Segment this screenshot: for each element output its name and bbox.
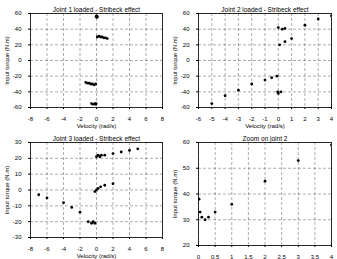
svg-text:-20: -20 — [13, 73, 22, 79]
svg-text:-5: -5 — [209, 116, 215, 122]
svg-text:0: 0 — [95, 246, 99, 252]
svg-text:6: 6 — [144, 116, 148, 122]
svg-text:-6: -6 — [44, 116, 50, 122]
svg-text:-4: -4 — [61, 246, 67, 252]
svg-text:-4: -4 — [222, 116, 228, 122]
svg-text:-10: -10 — [13, 203, 22, 209]
svg-text:Joint 2 loaded - Stribeck effe: Joint 2 loaded - Stribeck effect — [221, 6, 309, 13]
svg-text:60: 60 — [183, 10, 190, 16]
svg-text:60: 60 — [15, 10, 22, 16]
svg-text:8: 8 — [161, 116, 165, 122]
svg-text:-20: -20 — [13, 219, 22, 225]
svg-text:Zoom on joint 2: Zoom on joint 2 — [243, 135, 288, 143]
svg-text:3: 3 — [297, 254, 301, 259]
svg-text:50: 50 — [183, 165, 190, 171]
svg-text:-1: -1 — [262, 116, 268, 122]
svg-text:40: 40 — [183, 26, 190, 32]
svg-text:8: 8 — [161, 246, 165, 252]
svg-text:-40: -40 — [181, 89, 190, 95]
svg-text:-2: -2 — [77, 116, 83, 122]
svg-text:0.5: 0.5 — [211, 254, 220, 259]
svg-text:20: 20 — [183, 42, 190, 48]
svg-text:40: 40 — [15, 26, 22, 32]
svg-text:1: 1 — [290, 116, 294, 122]
svg-text:2.5: 2.5 — [277, 254, 286, 259]
svg-text:60: 60 — [183, 139, 190, 145]
svg-text:20: 20 — [183, 242, 190, 248]
svg-text:Input torque (N.m): Input torque (N.m) — [172, 170, 178, 219]
svg-text:0: 0 — [197, 254, 201, 259]
svg-text:Input torque (N.m): Input torque (N.m) — [4, 166, 10, 215]
svg-text:-3: -3 — [236, 116, 242, 122]
svg-text:4: 4 — [330, 254, 334, 259]
svg-text:Velocity (rad/s): Velocity (rad/s) — [77, 123, 117, 129]
svg-text:4: 4 — [128, 116, 132, 122]
svg-text:30: 30 — [183, 217, 190, 223]
svg-text:4: 4 — [330, 116, 334, 122]
svg-text:-8: -8 — [28, 246, 34, 252]
svg-text:0: 0 — [18, 57, 22, 63]
svg-text:Input torque (N.m): Input torque (N.m) — [4, 36, 10, 85]
svg-text:-40: -40 — [13, 89, 22, 95]
svg-text:1.5: 1.5 — [244, 254, 253, 259]
svg-text:Input torque (N.m): Input torque (N.m) — [172, 36, 178, 85]
svg-text:20: 20 — [15, 42, 22, 48]
svg-text:0: 0 — [277, 116, 281, 122]
svg-text:-2: -2 — [77, 246, 83, 252]
svg-text:-20: -20 — [181, 73, 190, 79]
svg-text:-30: -30 — [13, 234, 22, 240]
svg-text:4: 4 — [128, 246, 132, 252]
svg-text:2: 2 — [303, 116, 307, 122]
svg-text:1: 1 — [230, 254, 234, 259]
svg-text:Joint 1 loaded - Stribeck effe: Joint 1 loaded - Stribeck effect — [53, 6, 141, 13]
svg-text:10: 10 — [15, 171, 22, 177]
svg-text:2: 2 — [263, 254, 267, 259]
svg-text:-60: -60 — [181, 104, 190, 110]
svg-text:0: 0 — [186, 57, 190, 63]
svg-text:40: 40 — [183, 191, 190, 197]
svg-text:3.5: 3.5 — [311, 254, 320, 259]
svg-text:-4: -4 — [61, 116, 67, 122]
svg-text:Joint 3 loaded - Stribeck effe: Joint 3 loaded - Stribeck effect — [53, 135, 141, 142]
svg-text:-2: -2 — [249, 116, 255, 122]
svg-text:3: 3 — [317, 116, 321, 122]
svg-text:2: 2 — [111, 246, 115, 252]
svg-text:-60: -60 — [13, 104, 22, 110]
svg-text:30: 30 — [15, 139, 22, 145]
svg-text:-6: -6 — [44, 246, 50, 252]
svg-text:0: 0 — [18, 187, 22, 193]
svg-text:0: 0 — [95, 116, 99, 122]
svg-text:Velocity (rad/s): Velocity (rad/s) — [77, 253, 117, 259]
svg-text:Velocity (rad/s): Velocity (rad/s) — [245, 123, 285, 129]
svg-text:-6: -6 — [196, 116, 202, 122]
svg-text:-8: -8 — [28, 116, 34, 122]
svg-text:20: 20 — [15, 155, 22, 161]
svg-text:2: 2 — [111, 116, 115, 122]
svg-text:6: 6 — [144, 246, 148, 252]
